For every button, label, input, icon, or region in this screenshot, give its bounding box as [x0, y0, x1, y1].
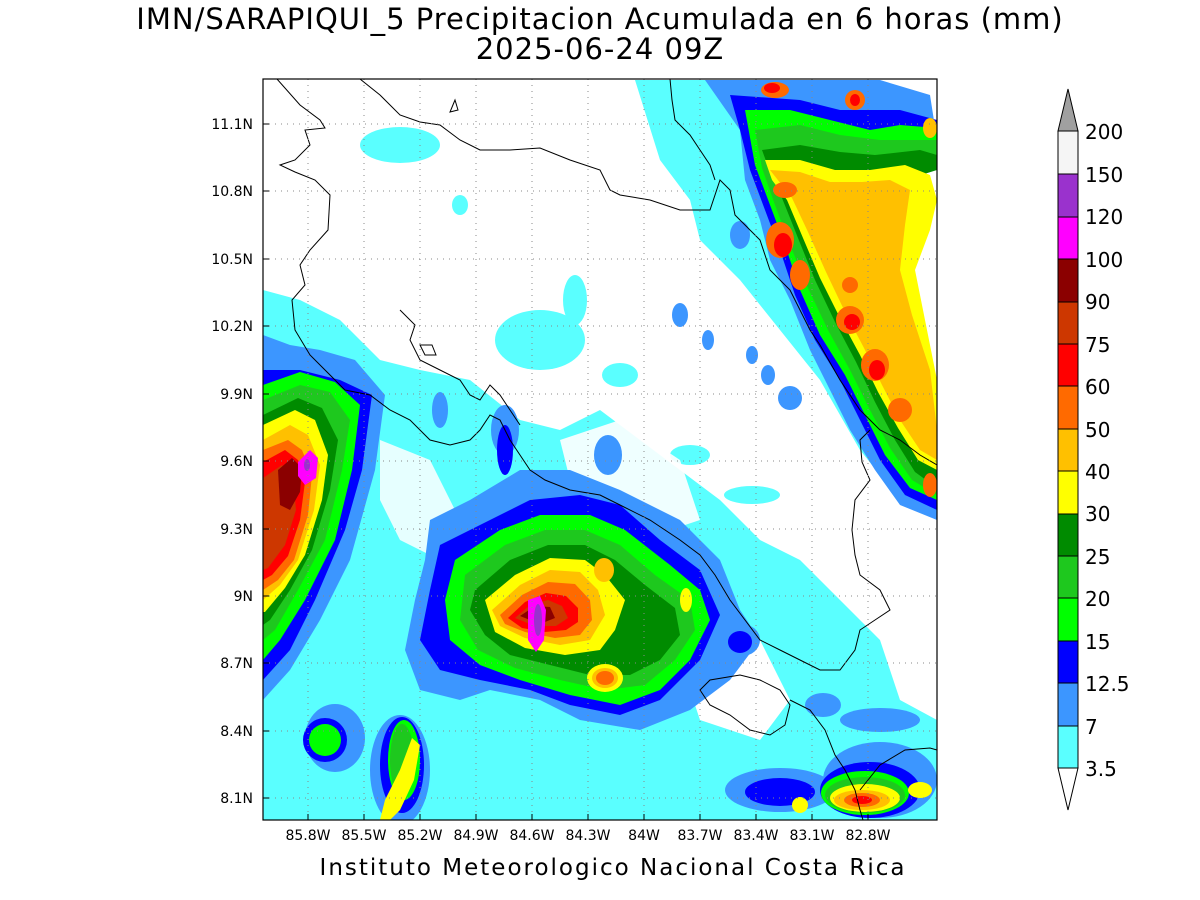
- colorbar-label: 60: [1085, 375, 1110, 399]
- colorbar-swatch: [1057, 343, 1079, 387]
- colorbar-label: 120: [1085, 205, 1123, 229]
- colorbar-label: 30: [1085, 502, 1110, 526]
- lon-label: 85.8W: [285, 828, 330, 844]
- colorbar-swatch: [1057, 428, 1079, 472]
- colorbar-under-triangle: [1057, 767, 1079, 811]
- latitude-labels: 11.1N 10.8N 10.5N 10.2N 9.9N 9.6N 9.3N 9…: [211, 117, 253, 807]
- lat-label: 9.3N: [220, 522, 253, 538]
- map-grid: [263, 79, 937, 820]
- colorbar-swatch: [1057, 385, 1079, 430]
- lat-label: 9.6N: [220, 454, 253, 470]
- colorbar-legend: [1057, 88, 1079, 811]
- colorbar-swatch: [1057, 640, 1079, 684]
- lat-label: 10.2N: [211, 319, 253, 335]
- colorbar-label: 20: [1085, 587, 1110, 611]
- lat-label: 9N: [234, 589, 253, 605]
- lon-label: 84.9W: [453, 828, 498, 844]
- lat-label: 8.4N: [220, 724, 253, 740]
- lat-label: 11.1N: [211, 117, 253, 133]
- lon-label: 83.1W: [789, 828, 834, 844]
- lon-label: 82.8W: [845, 828, 890, 844]
- colorbar-label: 75: [1085, 333, 1110, 357]
- lon-label: 85.2W: [397, 828, 442, 844]
- colorbar-label: 90: [1085, 290, 1110, 314]
- colorbar-label: 50: [1085, 418, 1110, 442]
- axis-ticks: [263, 123, 869, 820]
- colorbar-swatch: [1057, 130, 1079, 175]
- precipitation-field: [263, 80, 937, 820]
- colorbar-swatch: [1057, 513, 1079, 557]
- colorbar-label: 3.5: [1085, 757, 1117, 781]
- lat-label: 8.1N: [220, 791, 253, 807]
- colorbar-swatch: [1057, 216, 1079, 260]
- lat-label: 8.7N: [220, 656, 253, 672]
- colorbar-swatch: [1057, 725, 1079, 769]
- lon-label: 83.4W: [733, 828, 778, 844]
- lon-label: 84.3W: [565, 828, 610, 844]
- lat-label: 10.8N: [211, 184, 253, 200]
- colorbar-label: 100: [1085, 248, 1123, 272]
- colorbar-swatch: [1057, 301, 1079, 345]
- coastline-borders: [276, 79, 937, 820]
- map-valid-time: 2025-06-24 09Z: [475, 32, 725, 66]
- lon-label: 84W: [628, 828, 660, 844]
- lon-label: 83.7W: [677, 828, 722, 844]
- longitude-labels: 85.8W 85.5W 85.2W 84.9W 84.6W 84.3W 84W …: [285, 828, 890, 844]
- lon-label: 85.5W: [341, 828, 386, 844]
- colorbar-label: 15: [1085, 630, 1110, 654]
- footer-credit: Instituto Meteorologico Nacional Costa R…: [319, 855, 907, 881]
- colorbar-over-triangle: [1057, 88, 1079, 132]
- colorbar-labels: 200 150 120 100 90 75 60 50 40 30 25 20 …: [1085, 120, 1130, 781]
- colorbar-swatch: [1057, 258, 1079, 303]
- lat-label: 9.9N: [220, 387, 253, 403]
- colorbar-swatch: [1057, 597, 1079, 642]
- colorbar-label: 7: [1085, 715, 1098, 739]
- map-title: IMN/SARAPIQUI_5 Precipitacion Acumulada …: [136, 2, 1064, 36]
- colorbar-label: 25: [1085, 545, 1110, 569]
- colorbar-label: 40: [1085, 460, 1110, 484]
- colorbar-label: 12.5: [1085, 672, 1130, 696]
- colorbar-label: 150: [1085, 163, 1123, 187]
- lon-label: 84.6W: [509, 828, 554, 844]
- map-frame: [262, 78, 938, 821]
- colorbar-label: 200: [1085, 120, 1123, 144]
- lat-label: 10.5N: [211, 252, 253, 268]
- colorbar-swatch: [1057, 682, 1079, 727]
- colorbar-swatch: [1057, 173, 1079, 218]
- colorbar-swatch: [1057, 555, 1079, 599]
- colorbar-swatch: [1057, 470, 1079, 515]
